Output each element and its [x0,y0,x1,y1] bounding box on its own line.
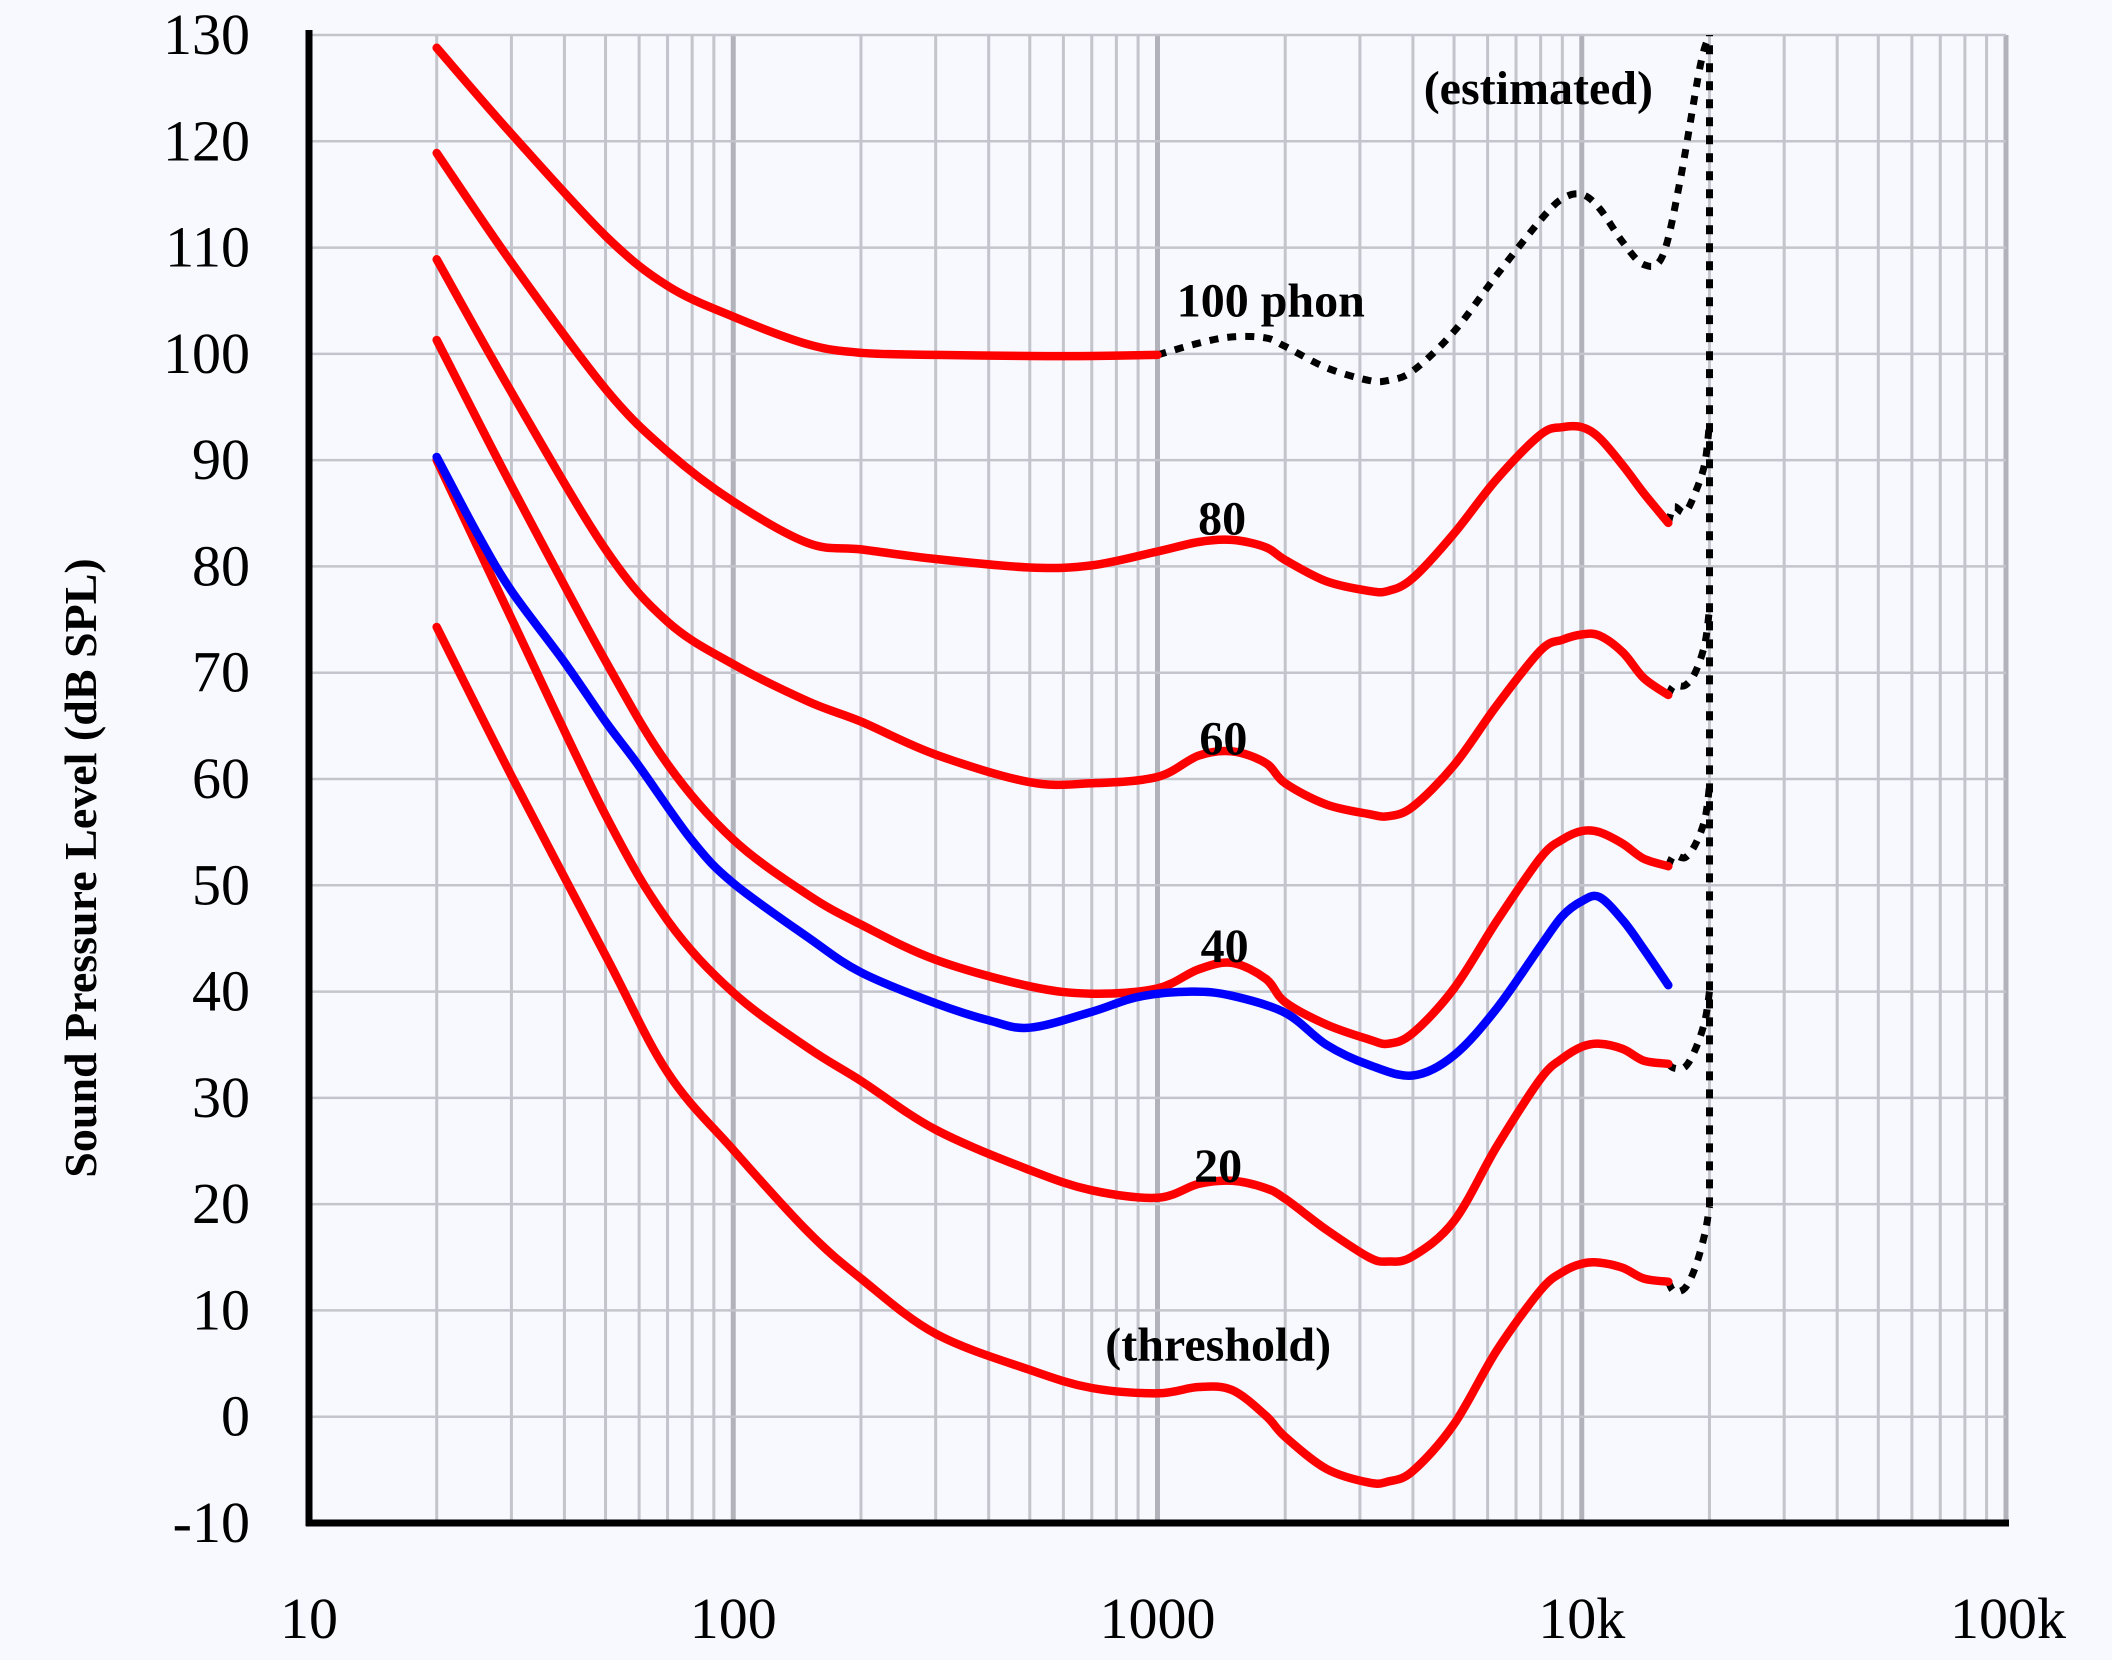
y-tick-label: 60 [192,746,250,811]
y-tick-label: 30 [192,1065,250,1130]
x-tick-label: 10k [1538,1586,1625,1651]
horizontal-grid [309,33,2006,1418]
loudness-curve [432,455,1673,1266]
loudness-curve [432,255,1673,821]
y-tick-label: 130 [163,2,250,67]
estimated-curve [1665,608,1713,697]
blue-curve [432,452,1673,1080]
y-tick-label: 40 [192,959,250,1024]
loudness-curve [432,43,1162,361]
y-tick-label: 20 [192,1171,250,1236]
estimated-curve [1665,1205,1713,1296]
y-tick-label: 80 [192,533,250,598]
y-tick-label: 0 [221,1384,250,1449]
x-tick-label: 100k [1950,1586,2066,1651]
y-tick-label: 90 [192,427,250,492]
curve-annotation: 60 [1199,713,1247,766]
loudness-curve [432,148,1673,597]
y-tick-label: 120 [163,108,250,173]
curve-annotation: 40 [1201,920,1249,973]
estimated-curve [1665,785,1713,868]
estimated-curve [1156,33,1713,386]
y-tick-label: -10 [173,1490,250,1555]
curve-annotation: 100 phon [1177,275,1365,328]
curve-annotation: 80 [1198,493,1246,546]
curve-annotation: (threshold) [1105,1318,1331,1371]
y-tick-label: 10 [192,1277,250,1342]
curve-annotations: (estimated) 100 phon 80 60 40 20 (threshold) [1105,62,1653,1371]
series-lines [432,33,1714,1488]
y-tick-label: 70 [192,640,250,705]
axes [305,30,2009,1527]
x-tick-labels: 10 100 1000 10k 100k [280,1586,2066,1651]
estimated-curve [1664,422,1713,525]
x-tick-label: 10 [280,1586,338,1651]
x-tick-label: 100 [690,1586,777,1651]
estimated-curve [1665,991,1713,1073]
loudness-curve [432,622,1673,1488]
y-tick-label: 110 [165,215,250,280]
x-tick-label: 1000 [1100,1586,1216,1651]
y-axis-label: Sound Pressure Level (dB SPL) [55,558,106,1177]
curve-annotation: 20 [1194,1140,1242,1193]
loudness-curve [432,335,1673,1049]
y-tick-label: 50 [192,852,250,917]
curve-annotation: (estimated) [1424,62,1653,115]
y-tick-label: 100 [163,321,250,386]
